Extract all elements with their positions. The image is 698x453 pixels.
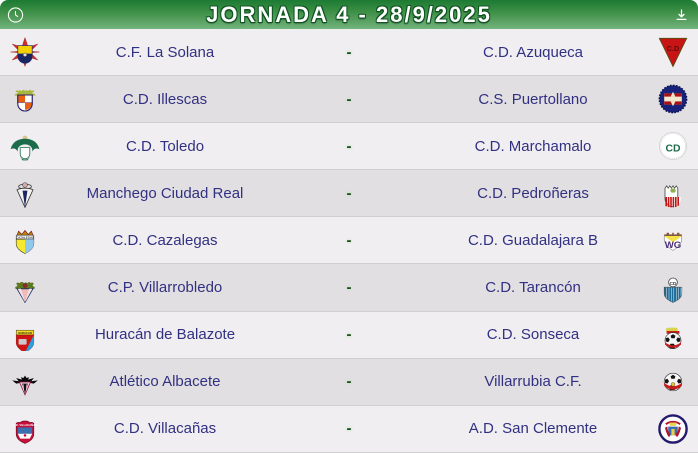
- svg-text:HURACAN: HURACAN: [18, 331, 32, 335]
- svg-text:CD: CD: [665, 144, 681, 155]
- svg-text:WG: WG: [665, 240, 682, 251]
- svg-text:CAZALEGAS: CAZALEGAS: [16, 236, 34, 240]
- svg-text:C.D: C.D: [667, 44, 679, 53]
- svg-text:CD: CD: [670, 280, 677, 286]
